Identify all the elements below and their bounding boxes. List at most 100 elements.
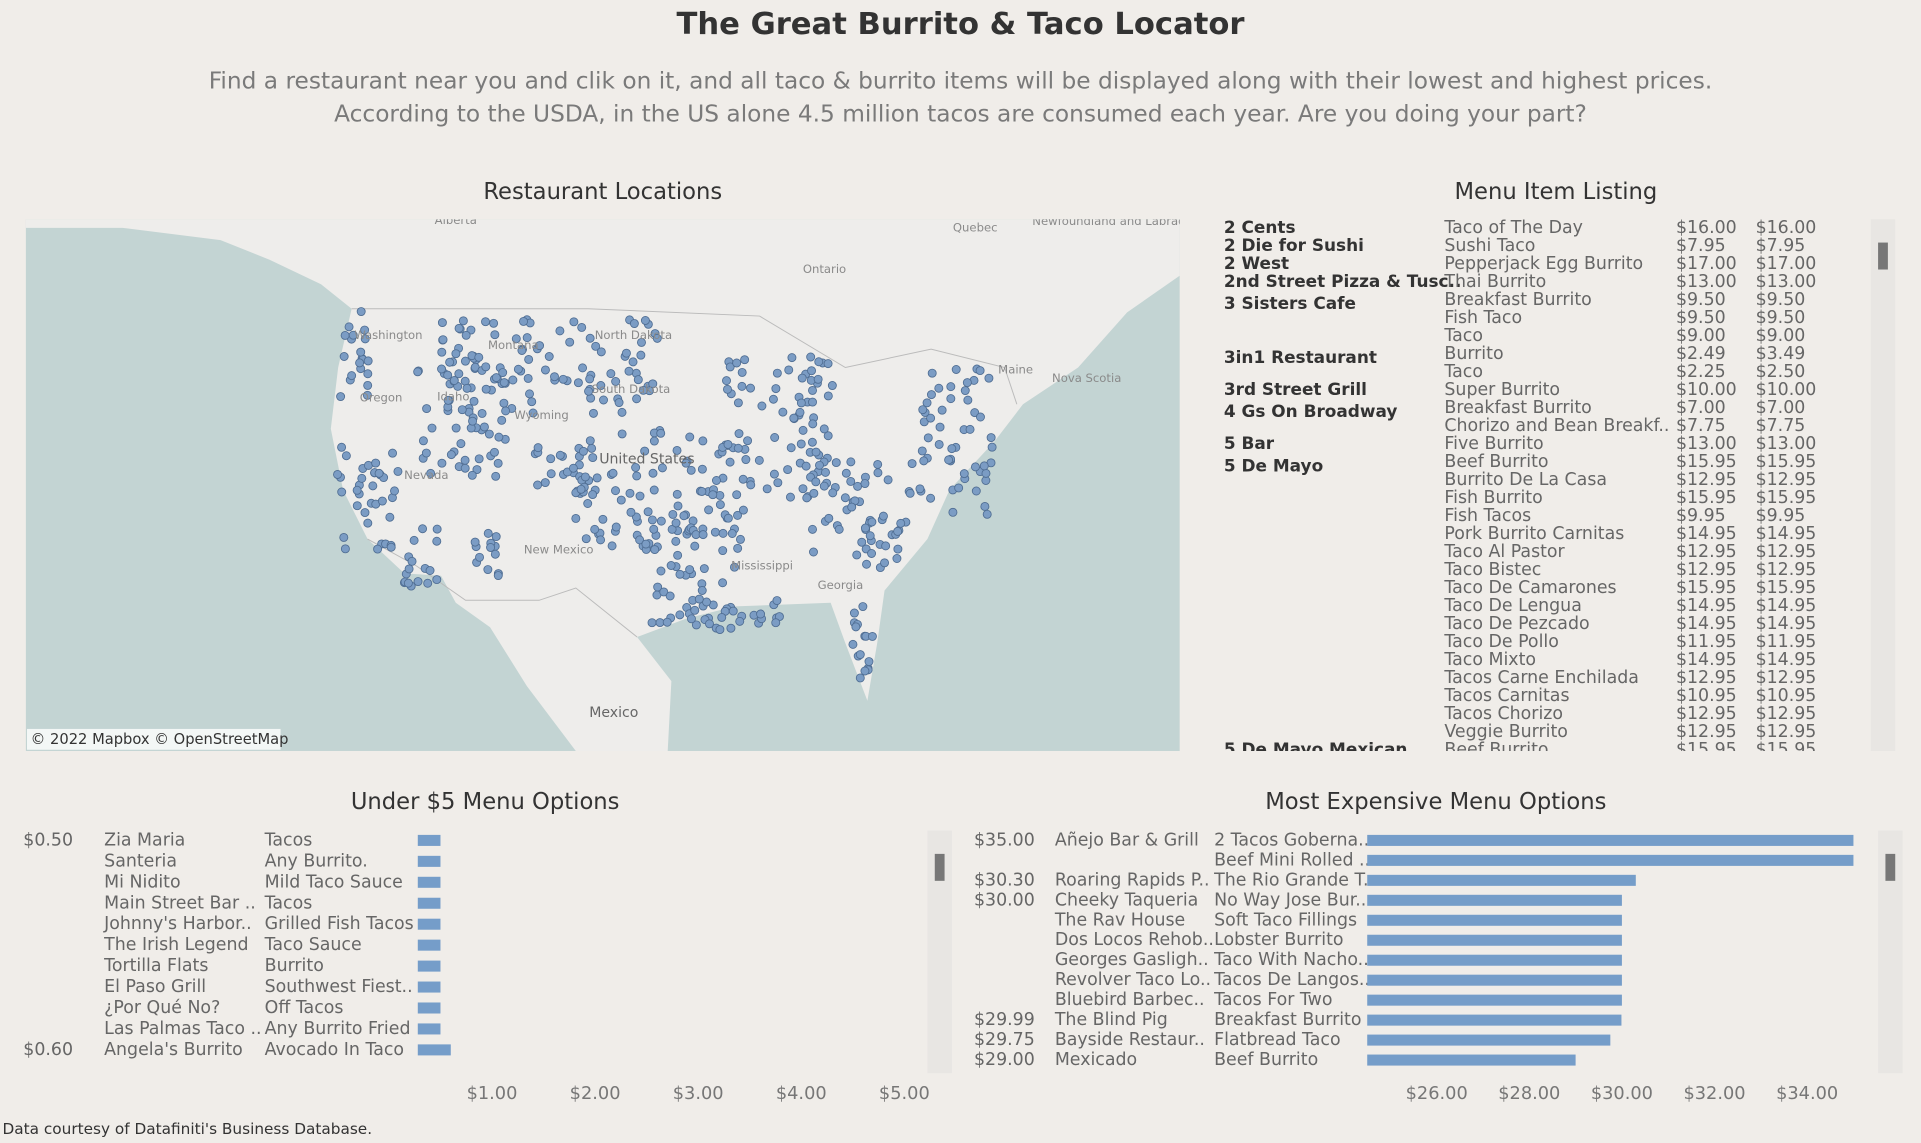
map-dot[interactable] (490, 330, 500, 340)
restaurant-label[interactable]: Mexicado (1055, 1050, 1137, 1070)
map-dot[interactable] (540, 365, 550, 375)
map-dot[interactable] (666, 561, 676, 570)
map-dot[interactable] (738, 505, 748, 515)
restaurant-label[interactable]: Añejo Bar & Grill (1055, 830, 1199, 850)
map-dot[interactable] (583, 499, 593, 508)
map-dot[interactable] (621, 348, 631, 358)
map-dot[interactable] (698, 530, 708, 540)
map-dot[interactable] (772, 368, 782, 378)
map-dot[interactable] (544, 352, 554, 361)
map-dot[interactable] (927, 368, 937, 378)
map[interactable]: Alberta Quebec Ontario Newfoundland and Lab… (25, 213, 1198, 751)
map-dot[interactable] (446, 450, 456, 460)
map-dot[interactable] (373, 544, 383, 554)
map-dot[interactable] (337, 442, 347, 452)
map-dot[interactable] (643, 507, 653, 517)
map-dot[interactable] (671, 536, 681, 546)
map-dot[interactable] (513, 364, 523, 374)
map-dot[interactable] (491, 373, 501, 383)
map-dot[interactable] (344, 322, 354, 332)
map-dot[interactable] (840, 493, 850, 503)
map-dot[interactable] (363, 518, 373, 528)
map-dot[interactable] (735, 616, 745, 626)
map-dot[interactable] (491, 532, 501, 542)
map-dot[interactable] (954, 483, 964, 493)
map-dot[interactable] (736, 534, 745, 544)
map-dot[interactable] (533, 480, 543, 490)
map-dot[interactable] (926, 493, 936, 503)
map-dot[interactable] (733, 443, 743, 453)
map-dot[interactable] (846, 476, 856, 486)
map-dot[interactable] (740, 355, 750, 365)
map-dot[interactable] (460, 356, 470, 366)
map-dot[interactable] (460, 463, 470, 473)
map-dot[interactable] (801, 461, 811, 471)
map-dot[interactable] (860, 479, 870, 489)
map-dot[interactable] (474, 454, 484, 464)
map-dot[interactable] (710, 527, 720, 537)
map-dot[interactable] (728, 606, 738, 616)
map-dot[interactable] (497, 415, 507, 425)
map-dot[interactable] (498, 368, 508, 378)
map-dot[interactable] (333, 470, 343, 479)
map-dot[interactable] (686, 465, 696, 475)
map-dot[interactable] (935, 422, 945, 432)
map-dot[interactable] (917, 446, 927, 456)
map-dot[interactable] (641, 539, 651, 549)
map-dot[interactable] (773, 478, 783, 488)
map-dot[interactable] (413, 577, 423, 587)
map-dot[interactable] (356, 307, 366, 317)
map-dot[interactable] (403, 578, 413, 588)
map-dot[interactable] (475, 552, 485, 562)
map-dot[interactable] (824, 513, 834, 523)
map-dot[interactable] (493, 458, 503, 468)
map-dot[interactable] (813, 374, 823, 384)
map-dot[interactable] (432, 524, 442, 534)
map-dot[interactable] (596, 347, 606, 357)
map-dot[interactable] (698, 436, 708, 446)
map-dot[interactable] (723, 439, 733, 449)
map-dot[interactable] (718, 528, 728, 538)
restaurant-label[interactable]: The Rav House (1054, 910, 1185, 930)
map-dot[interactable] (893, 526, 903, 536)
map-dot[interactable] (339, 352, 349, 361)
map-dot[interactable] (796, 398, 806, 408)
restaurant-label[interactable]: Las Palmas Taco .. (104, 1019, 261, 1039)
map-dot[interactable] (640, 446, 650, 456)
restaurant-label[interactable]: Santeria (104, 851, 177, 871)
map-dot[interactable] (860, 523, 870, 533)
map-dot[interactable] (975, 412, 985, 422)
map-dot[interactable] (727, 529, 737, 538)
map-dot[interactable] (352, 485, 362, 495)
restaurant-label[interactable]: The Blind Pig (1054, 1010, 1168, 1030)
map-dot[interactable] (614, 398, 624, 408)
map-dot[interactable] (625, 488, 635, 498)
map-dot[interactable] (438, 335, 448, 345)
map-dot[interactable] (635, 535, 645, 545)
map-dot[interactable] (481, 317, 491, 327)
map-dot[interactable] (633, 375, 643, 385)
map-dot[interactable] (715, 500, 725, 510)
map-dot[interactable] (533, 443, 543, 453)
map-dot[interactable] (363, 356, 373, 366)
map-dot[interactable] (432, 575, 442, 585)
map-dot[interactable] (576, 484, 586, 494)
map-dot[interactable] (341, 451, 351, 461)
map-dot[interactable] (860, 666, 870, 676)
map-dot[interactable] (540, 478, 550, 488)
map-dot[interactable] (617, 407, 627, 417)
map-dot[interactable] (649, 485, 659, 495)
map-dot[interactable] (631, 463, 641, 472)
map-dot[interactable] (489, 318, 499, 328)
map-dot[interactable] (980, 501, 990, 511)
map-dot[interactable] (457, 405, 467, 415)
map-dot[interactable] (962, 378, 972, 388)
scroll-thumb[interactable] (934, 853, 945, 881)
map-dot[interactable] (685, 565, 695, 575)
map-dot[interactable] (852, 550, 862, 560)
map-dot[interactable] (733, 398, 743, 408)
map-dot[interactable] (841, 468, 851, 478)
map-dot[interactable] (723, 513, 733, 523)
map-dot[interactable] (356, 347, 366, 357)
map-dot[interactable] (811, 477, 821, 487)
